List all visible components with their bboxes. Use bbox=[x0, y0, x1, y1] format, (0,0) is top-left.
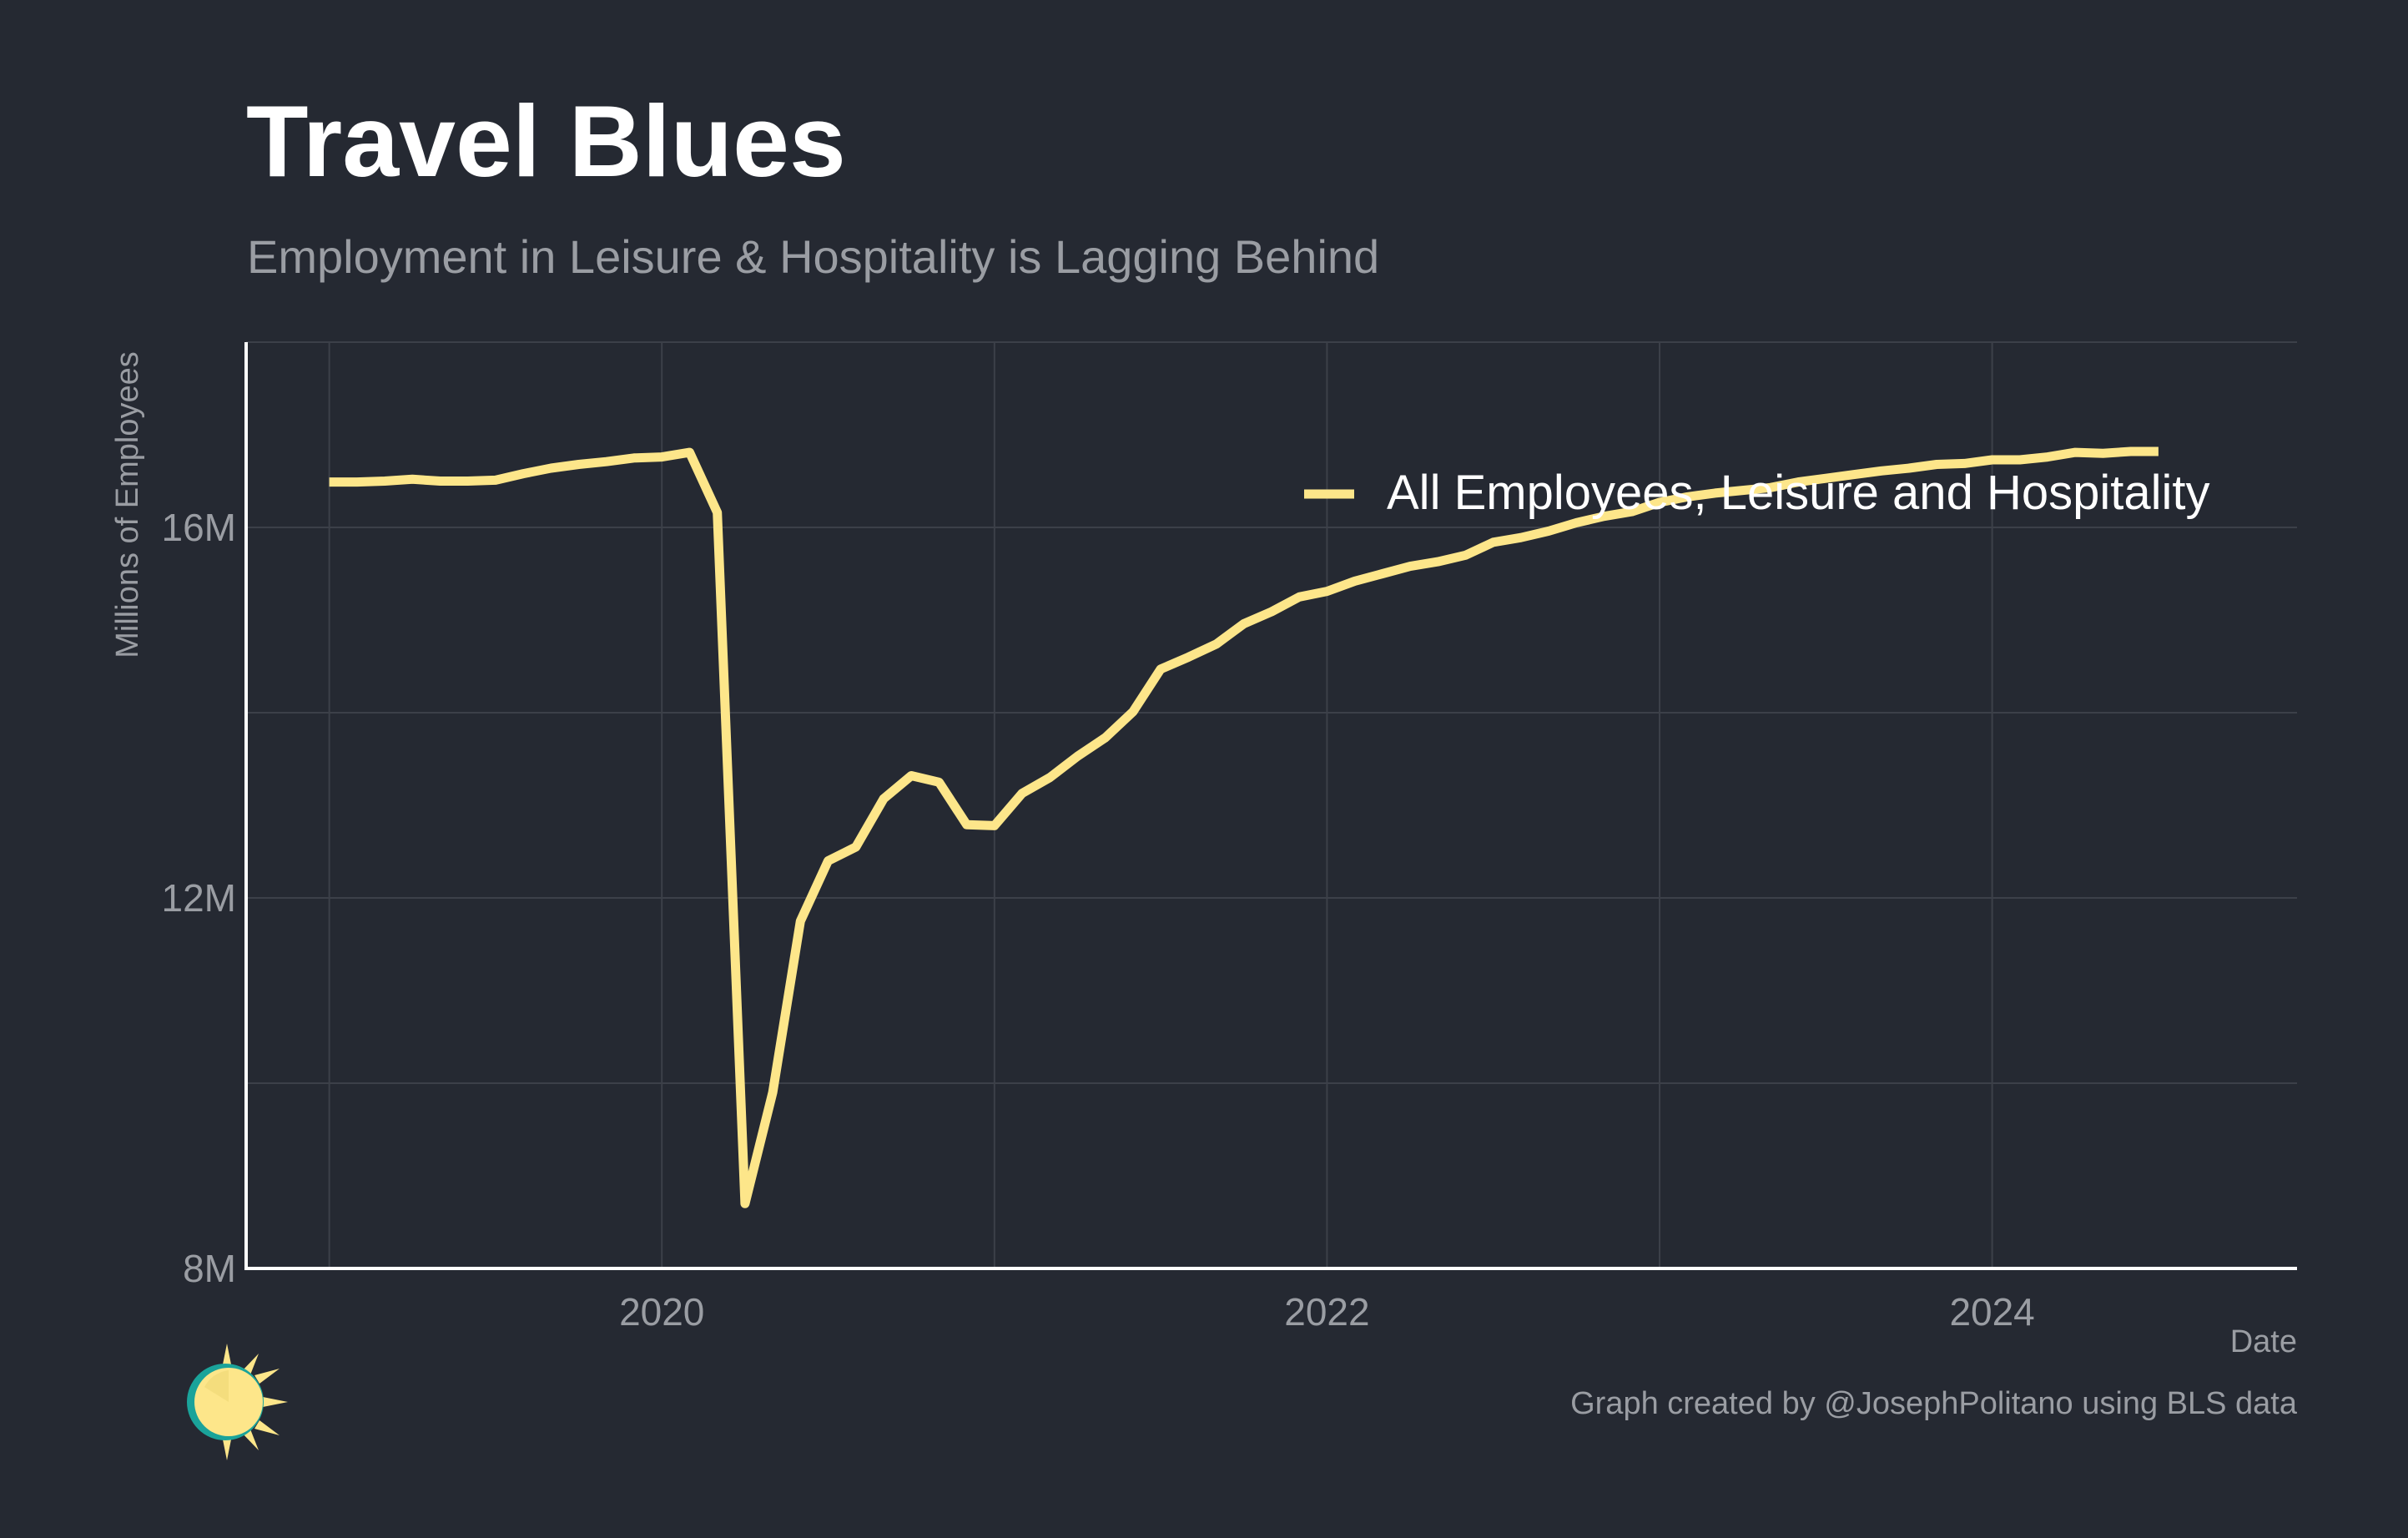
legend: All Employees, Leisure and Hospitality bbox=[1304, 466, 2209, 520]
x-tick-label: 2024 bbox=[1949, 1290, 2034, 1334]
series-layer bbox=[329, 446, 2159, 1208]
series-line-leisure-hospitality bbox=[329, 446, 2159, 1208]
x-tick-label: 2022 bbox=[1284, 1290, 1369, 1334]
sun-logo-icon bbox=[187, 1344, 288, 1460]
x-tick-label: 2020 bbox=[619, 1290, 704, 1334]
y-tick-label: 12M bbox=[162, 876, 236, 920]
legend-label: All Employees, Leisure and Hospitality bbox=[1387, 466, 2209, 520]
x-axis-label: Date bbox=[2230, 1324, 2297, 1359]
chart-subtitle: Employment in Leisure & Hospitality is L… bbox=[247, 230, 1380, 283]
y-tick-label: 16M bbox=[162, 506, 236, 549]
y-tick-label: 8M bbox=[183, 1247, 236, 1290]
axes: 8M 12M 16M 2020 2022 2024 bbox=[162, 342, 2297, 1334]
y-axis-label: Millions of Employees bbox=[110, 351, 145, 658]
grid-lines bbox=[246, 341, 2297, 1268]
source-credit: Graph created by @JosephPolitano using B… bbox=[1570, 1386, 2297, 1421]
chart-title: Travel Blues bbox=[246, 84, 846, 198]
